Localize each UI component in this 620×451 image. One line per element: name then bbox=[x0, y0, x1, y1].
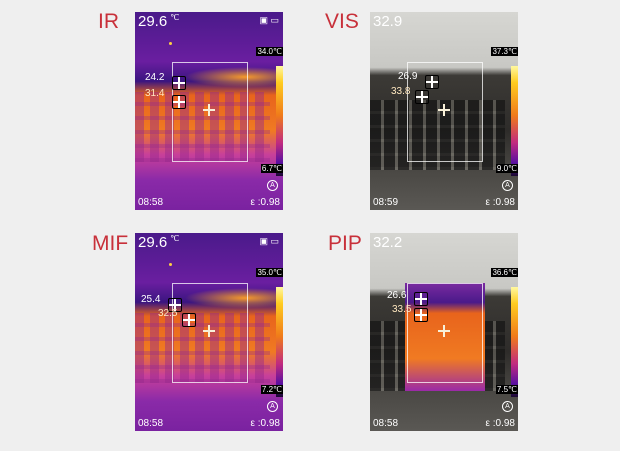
color-scale-bar bbox=[511, 66, 518, 176]
hot-spot-temp: 33.8 bbox=[391, 86, 411, 97]
cold-spot-marker-icon bbox=[168, 298, 182, 312]
center-temperature: 29.6 ℃ bbox=[138, 234, 180, 251]
hot-spot-temp: 33.5 bbox=[392, 304, 412, 315]
camera-view-pip: 32.2 36.6℃ 7.5℃ A 26.6 33.5 08:58 ε :0.9… bbox=[370, 233, 518, 431]
hot-spot-marker-icon bbox=[415, 90, 429, 104]
cold-spot-temp: 24.2 bbox=[145, 72, 165, 83]
clock: 08:58 bbox=[373, 418, 399, 429]
center-temperature: 29.6 ℃ bbox=[138, 13, 180, 30]
color-scale-bar bbox=[511, 287, 518, 397]
scale-min-label: 7.2℃ bbox=[260, 385, 283, 394]
cold-spot-marker-icon bbox=[425, 75, 439, 89]
center-crosshair-icon bbox=[438, 325, 450, 337]
scale-max-label: 35.0℃ bbox=[256, 268, 283, 277]
center-crosshair-icon bbox=[203, 104, 215, 116]
clock: 08:58 bbox=[138, 197, 164, 208]
center-temperature: 32.9 bbox=[373, 13, 403, 30]
pip-thermal-overlay bbox=[405, 283, 485, 391]
scale-min-label: 7.5℃ bbox=[495, 385, 518, 394]
hotspot-dot bbox=[169, 42, 172, 45]
cold-spot-temp: 25.4 bbox=[141, 294, 161, 305]
emissivity: ε :0.98 bbox=[250, 197, 280, 208]
auto-range-icon: A bbox=[267, 401, 278, 412]
scale-max-label: 34.0℃ bbox=[256, 47, 283, 56]
cold-spot-temp: 26.6 bbox=[387, 290, 407, 301]
hot-spot-marker-icon bbox=[172, 95, 186, 109]
camera-view-vis: 32.9 37.3℃ 9.0℃ A 26.9 33.8 08:59 ε :0.9… bbox=[370, 12, 518, 210]
scale-min-label: 9.0℃ bbox=[495, 164, 518, 173]
mode-label-pip: PIP bbox=[328, 232, 362, 255]
auto-range-icon: A bbox=[267, 180, 278, 191]
measurement-box bbox=[172, 62, 248, 162]
center-crosshair-icon bbox=[438, 104, 450, 116]
center-crosshair-icon bbox=[203, 325, 215, 337]
measurement-box bbox=[172, 283, 248, 383]
emissivity: ε :0.98 bbox=[485, 197, 515, 208]
color-scale-bar bbox=[276, 287, 283, 397]
camera-view-ir: 29.6 ℃ ▣ ▭ 34.0℃ 6.7℃ A 24.2 31.4 08:58 ε… bbox=[135, 12, 283, 210]
battery-storage-icon: ▣ ▭ bbox=[259, 236, 279, 246]
mode-label-ir: IR bbox=[98, 10, 119, 33]
measurement-box bbox=[407, 283, 483, 383]
cold-spot-marker-icon bbox=[414, 292, 428, 306]
emissivity: ε :0.98 bbox=[485, 418, 515, 429]
hot-spot-marker-icon bbox=[182, 313, 196, 327]
hot-spot-marker-icon bbox=[414, 308, 428, 322]
mode-label-mif: MIF bbox=[92, 232, 129, 255]
scale-max-label: 37.3℃ bbox=[491, 47, 518, 56]
cold-spot-temp: 26.9 bbox=[398, 71, 418, 82]
mode-label-vis: VIS bbox=[325, 10, 359, 33]
scale-min-label: 6.7℃ bbox=[260, 164, 283, 173]
scale-max-label: 36.6℃ bbox=[491, 268, 518, 277]
auto-range-icon: A bbox=[502, 401, 513, 412]
hotspot-dot bbox=[169, 263, 172, 266]
camera-view-mif: 29.6 ℃ ▣ ▭ 35.0℃ 7.2℃ A 25.4 32.5 08:58 ε… bbox=[135, 233, 283, 431]
color-scale-bar bbox=[276, 66, 283, 176]
hot-spot-temp: 32.5 bbox=[158, 308, 178, 319]
center-temperature: 32.2 bbox=[373, 234, 403, 251]
cold-spot-marker-icon bbox=[172, 76, 186, 90]
clock: 08:59 bbox=[373, 197, 399, 208]
measurement-box bbox=[407, 62, 483, 162]
emissivity: ε :0.98 bbox=[250, 418, 280, 429]
battery-storage-icon: ▣ ▭ bbox=[259, 15, 279, 25]
clock: 08:58 bbox=[138, 418, 164, 429]
auto-range-icon: A bbox=[502, 180, 513, 191]
hot-spot-temp: 31.4 bbox=[145, 88, 165, 99]
